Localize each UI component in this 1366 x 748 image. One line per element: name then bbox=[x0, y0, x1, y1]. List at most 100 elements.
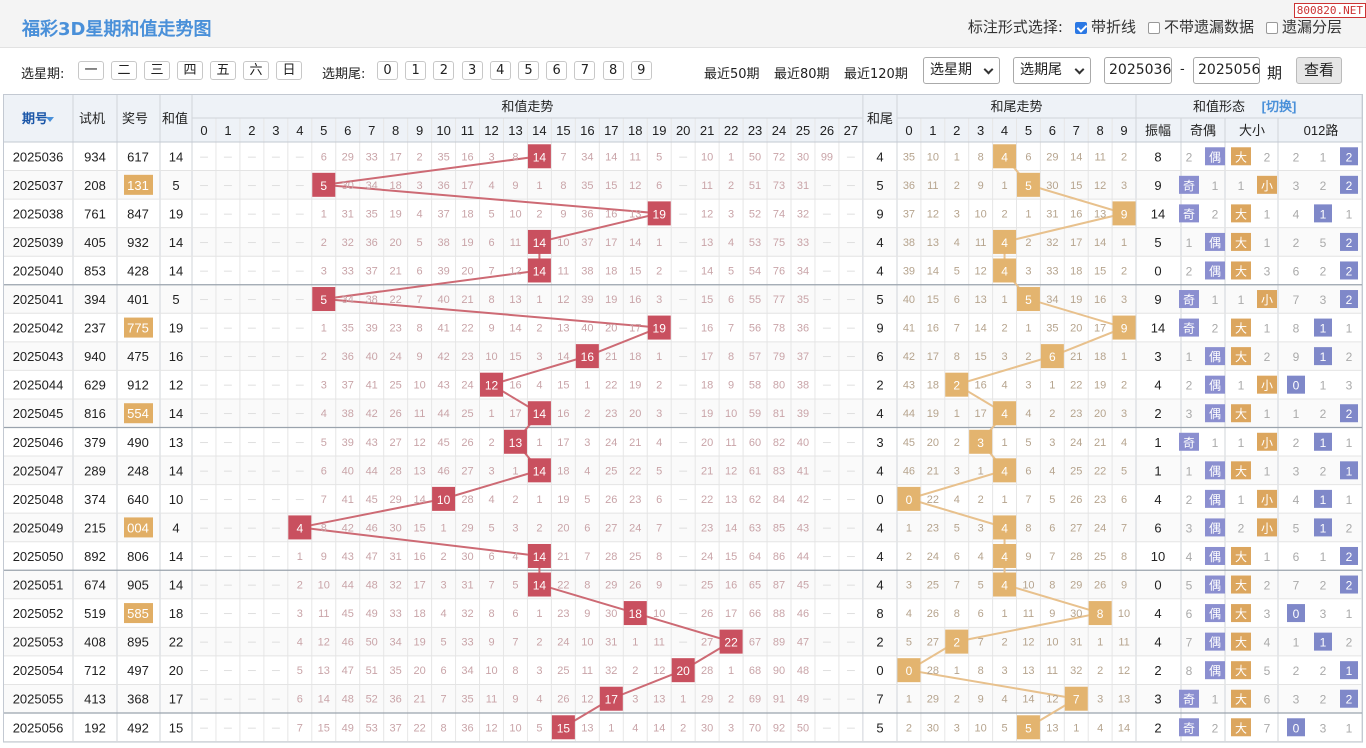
sum-missing: 32 bbox=[797, 208, 809, 220]
header-period[interactable]: 期号 bbox=[22, 111, 48, 126]
weekday-button[interactable]: 三 bbox=[144, 61, 170, 80]
sum-missing: 9 bbox=[488, 637, 494, 649]
sum-missing: 3 bbox=[488, 465, 494, 477]
sum-missing: ─ bbox=[247, 608, 256, 620]
weekday-button[interactable]: 五 bbox=[210, 61, 236, 80]
odd-even-badge bbox=[1179, 290, 1199, 309]
odd-even-missing: 1 bbox=[1212, 693, 1219, 707]
sum-missing: 4 bbox=[321, 408, 327, 420]
tail-button[interactable]: 5 bbox=[518, 61, 539, 80]
sum-ball bbox=[599, 686, 623, 711]
sum-missing: ─ bbox=[247, 323, 256, 335]
tail-button[interactable]: 7 bbox=[574, 61, 596, 80]
sum-missing: 22 bbox=[461, 323, 473, 335]
sum-missing: ─ bbox=[247, 408, 256, 420]
sum-missing: ─ bbox=[271, 294, 280, 306]
tail-select[interactable]: 选期尾 bbox=[1013, 57, 1091, 84]
sum-col-header: 13 bbox=[508, 123, 522, 138]
tail-missing: 7 bbox=[1121, 522, 1127, 534]
checkbox-layered[interactable] bbox=[1265, 21, 1278, 34]
toggle-link[interactable]: [切换] bbox=[1262, 99, 1297, 114]
tail-button[interactable]: 4 bbox=[489, 61, 511, 80]
tail-button[interactable]: 3 bbox=[461, 61, 483, 80]
sum-ball bbox=[527, 144, 551, 169]
sum-missing: 12 bbox=[701, 208, 713, 220]
range-120-link[interactable]: 最近120期 bbox=[844, 67, 908, 82]
sum-missing: 7 bbox=[560, 151, 566, 163]
sum-missing: ─ bbox=[846, 380, 855, 392]
period-unit: 期 bbox=[1267, 64, 1283, 82]
mod-missing: 1 bbox=[1346, 436, 1353, 450]
tail-button[interactable]: 8 bbox=[602, 61, 624, 80]
sum-missing: 32 bbox=[342, 237, 354, 249]
sum-missing: 44 bbox=[366, 465, 378, 477]
sum-missing: 25 bbox=[701, 580, 713, 592]
weekday-button[interactable]: 一 bbox=[78, 61, 104, 80]
odd-even-label: 奇 bbox=[1183, 293, 1195, 307]
odd-even-badge bbox=[1205, 404, 1225, 423]
range-80-link[interactable]: 最近80期 bbox=[774, 67, 830, 82]
sum-missing: 1 bbox=[728, 151, 734, 163]
sum-missing: ─ bbox=[271, 580, 280, 592]
period-to-input[interactable]: 2025056 bbox=[1193, 57, 1260, 84]
mod-label: 0 bbox=[1293, 607, 1300, 621]
amplitude-cell: 4 bbox=[1154, 492, 1161, 507]
sum-cell: 5 bbox=[172, 178, 179, 193]
tail-missing: 24 bbox=[1070, 437, 1082, 449]
sum-missing: 25 bbox=[557, 665, 569, 677]
tail-button[interactable]: 9 bbox=[630, 61, 652, 80]
size-missing: 1 bbox=[1238, 179, 1245, 193]
checkbox-polyline[interactable] bbox=[1074, 21, 1087, 34]
option-polyline-label[interactable]: 带折线 bbox=[1090, 18, 1136, 36]
sum-missing: 13 bbox=[701, 237, 713, 249]
sum-cell: 14 bbox=[169, 578, 183, 593]
tail-button[interactable]: 2 bbox=[433, 61, 455, 80]
weekday-button[interactable]: 二 bbox=[111, 61, 137, 80]
period-from-input[interactable]: 2025036 bbox=[1104, 57, 1172, 84]
tail-ball bbox=[1040, 344, 1064, 369]
tail-button[interactable]: 0 bbox=[377, 61, 398, 80]
tail-button[interactable]: 1 bbox=[405, 61, 427, 80]
option-no-missing-label[interactable]: 不带遗漏数据 bbox=[1163, 18, 1254, 36]
weekday-button[interactable]: 四 bbox=[177, 61, 203, 80]
range-50-link[interactable]: 最近50期 bbox=[704, 67, 760, 82]
sum-missing: 8 bbox=[512, 665, 518, 677]
sum-missing: 6 bbox=[728, 294, 734, 306]
size-label: 小 bbox=[1261, 521, 1273, 535]
sum-missing: 35 bbox=[437, 151, 449, 163]
sum-missing: 10 bbox=[581, 637, 593, 649]
prize-highlight bbox=[124, 174, 153, 195]
sum-missing: 15 bbox=[413, 522, 425, 534]
trial-cell: 289 bbox=[84, 463, 106, 478]
tail-missing: 17 bbox=[1070, 237, 1082, 249]
weekday-button[interactable]: 日 bbox=[276, 61, 302, 80]
tail-cell: 4 bbox=[876, 149, 883, 164]
sum-ball bbox=[623, 601, 647, 626]
week-select[interactable]: 选星期 bbox=[923, 57, 1000, 84]
tail-missing: 28 bbox=[927, 665, 939, 677]
sum-missing: 2 bbox=[488, 437, 494, 449]
trial-cell: 674 bbox=[84, 578, 106, 593]
sum-missing: 30 bbox=[390, 522, 402, 534]
mod-label: 1 bbox=[1320, 436, 1327, 450]
sort-icon[interactable] bbox=[46, 117, 54, 122]
tail-button[interactable]: 6 bbox=[546, 61, 568, 80]
size-badge bbox=[1257, 375, 1277, 394]
period-cell: 2025040 bbox=[13, 263, 64, 278]
checkbox-no-missing[interactable] bbox=[1147, 21, 1160, 34]
tail-ball-number: 2 bbox=[953, 636, 960, 650]
tail-missing: 4 bbox=[1121, 437, 1127, 449]
sum-col-header: 24 bbox=[772, 123, 786, 138]
sum-missing: ─ bbox=[199, 351, 208, 363]
weekday-button[interactable]: 六 bbox=[243, 61, 269, 80]
query-button[interactable]: 查看 bbox=[1296, 57, 1342, 84]
amplitude-cell: 3 bbox=[1154, 692, 1161, 707]
amplitude-cell: 2 bbox=[1154, 663, 1161, 678]
mod-missing: 9 bbox=[1293, 350, 1300, 364]
sum-missing: 61 bbox=[749, 465, 761, 477]
option-layered-label[interactable]: 遗漏分层 bbox=[1281, 18, 1342, 36]
sum-missing: ─ bbox=[295, 151, 304, 163]
sum-missing: ─ bbox=[247, 351, 256, 363]
sum-missing: 4 bbox=[417, 208, 423, 220]
